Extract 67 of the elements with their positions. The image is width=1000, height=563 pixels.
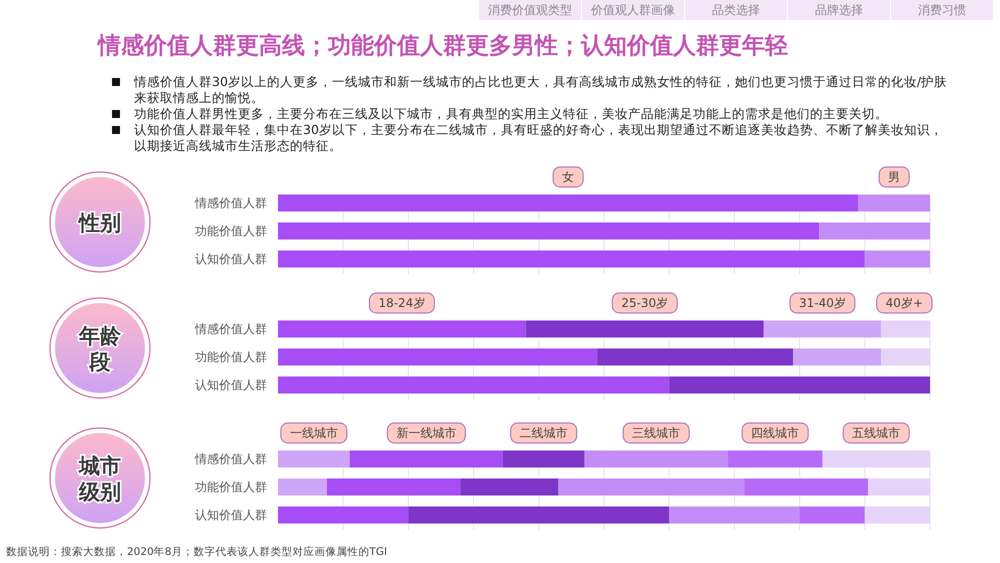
text: 年龄段	[78, 324, 122, 374]
series-label: 三线城市	[632, 426, 680, 440]
series-label: 18-24岁	[378, 296, 426, 310]
bar	[800, 506, 865, 524]
bar	[864, 506, 930, 524]
y-tick-label: 功能价值人群	[195, 350, 267, 364]
text: 情感价值人群30岁以上的人更多，一线城市和新一线城市的占比也更大，具有高线城市成熟女性的特征，她们也更习惯于通过日常的化妆/护肤来获取情感上的愉悦。	[134, 74, 948, 105]
text: 消费习惯	[890, 0, 993, 20]
bar	[728, 450, 822, 468]
series-label: 二线城市	[520, 426, 568, 440]
bar	[408, 506, 670, 524]
bar	[278, 376, 670, 394]
y-tick-label: 功能价值人群	[195, 224, 267, 238]
bar	[858, 194, 930, 212]
bar	[526, 320, 764, 338]
text: 品牌选择	[787, 0, 890, 20]
y-tick-label: 认知价值人群	[195, 378, 267, 392]
series-label: 新一线城市	[396, 426, 456, 440]
series-label: 25-30岁	[621, 296, 668, 310]
bar	[881, 348, 930, 366]
y-tick-label: 情感价值人群	[194, 452, 267, 466]
bar	[764, 320, 882, 338]
bar	[278, 506, 408, 524]
y-tick-label: 情感价值人群	[194, 322, 267, 336]
bar	[278, 348, 598, 366]
bar	[793, 348, 882, 366]
y-tick-label: 情感价值人群	[194, 196, 267, 210]
text: 功能价值人群男性更多，主要分布在三线及以下城市，具有典型的实用主义特征，美妆产品能满足功能上的需求是他们的主要关切。	[134, 106, 888, 121]
bar	[502, 450, 584, 468]
bar	[278, 222, 820, 240]
bar	[278, 478, 327, 496]
text: 情感价值人群更高线；功能价值人群更多男性；认知价值人群更年轻	[98, 32, 788, 61]
series-label: 40岁+	[886, 296, 923, 310]
y-tick-label: 功能价值人群	[195, 480, 267, 494]
bar	[460, 478, 558, 496]
bar	[744, 478, 868, 496]
text: 性别	[77, 211, 121, 235]
bar	[278, 320, 526, 338]
series-label: 女	[562, 170, 574, 184]
text: 城市级别	[78, 454, 121, 504]
bar	[881, 320, 930, 338]
text: 价值观人群画像	[581, 0, 684, 20]
bar	[278, 194, 858, 212]
bar	[597, 348, 794, 366]
bar	[584, 450, 728, 468]
bar	[868, 478, 930, 496]
bar	[864, 250, 930, 268]
bar	[350, 450, 503, 468]
bar	[819, 222, 930, 240]
bar	[669, 376, 930, 394]
series-label: 一线城市	[290, 426, 338, 440]
series-label: 31-40岁	[798, 296, 846, 310]
series-label: 四线城市	[751, 426, 800, 440]
series-label: 男	[888, 170, 900, 184]
text: 数据说明：搜索大数据，2020年8月；数字代表该人群类型对应画像属性的TGI	[6, 545, 388, 559]
bar	[822, 450, 930, 468]
bar	[278, 450, 350, 468]
y-tick-label: 认知价值人群	[195, 252, 267, 266]
series-label: 五线城市	[852, 426, 900, 440]
bar	[326, 478, 461, 496]
text: 认知价值人群最年轻，集中在30岁以下，主要分布在二线城市，具有旺盛的好奇心，表现出期望通过不断追逐美妆趋势、不断了解美妆知识，以期接近高线城市生活形态的特征。	[134, 122, 943, 153]
bar	[669, 506, 800, 524]
text: 品类选择	[684, 0, 787, 20]
bar	[558, 478, 744, 496]
bar	[278, 250, 865, 268]
y-tick-label: 认知价值人群	[195, 508, 267, 522]
text: 消费价值观类型	[478, 0, 581, 20]
